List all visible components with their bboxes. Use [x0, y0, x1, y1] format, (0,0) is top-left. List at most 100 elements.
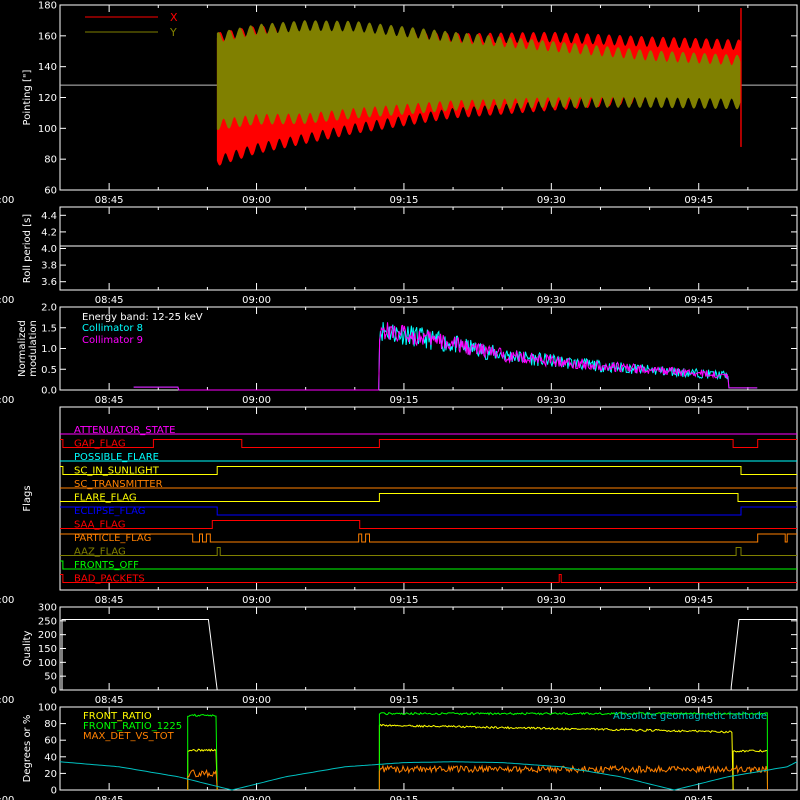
y-axis-label-line: modulation	[28, 320, 39, 377]
flag-trace-sc_in_sunlight	[60, 466, 797, 475]
x-tick-label: 10:00	[0, 295, 14, 306]
x-tick-label: 09:45	[684, 195, 713, 206]
series-max_det_vs_tot-segment	[187, 768, 218, 791]
series-front_ratio-segment	[187, 748, 218, 791]
y-axis-label-line: Normalized	[17, 320, 28, 377]
y-tick-label: 60	[44, 736, 57, 747]
x-tick-label: 09:45	[684, 795, 713, 800]
y-tick-label: 250	[38, 616, 57, 627]
panel-frame	[59, 406, 798, 591]
x-tick-label: 09:15	[390, 395, 419, 406]
y-tick-label: 80	[44, 155, 57, 166]
y-tick-label: 100	[38, 658, 57, 669]
x-tick-label: 09:00	[242, 695, 271, 706]
flag-label-fronts_off: FRONTS_OFF	[74, 560, 139, 571]
x-tick-label: 09:00	[242, 395, 271, 406]
legend-label-collimator-8: Collimator 8	[82, 323, 143, 334]
y-tick-label: 140	[38, 62, 57, 73]
legend-label-front_ratio_1225: FRONT_RATIO_1225	[83, 721, 182, 732]
x-tick-label: 09:00	[242, 595, 271, 606]
x-tick-label: 09:45	[684, 595, 713, 606]
y-tick-label: 100	[38, 124, 57, 135]
x-tick-label: 09:15	[390, 795, 419, 800]
x-tick-label: 09:30	[537, 195, 566, 206]
legend-label-collimator-9: Collimator 9	[82, 335, 143, 346]
x-tick-label: 10:00	[0, 695, 14, 706]
x-tick-label: 09:30	[537, 595, 566, 606]
x-tick-label: 09:30	[537, 295, 566, 306]
legend-label-max_det_vs_tot: MAX_DET_VS_TOT	[83, 731, 175, 742]
panel-1: 08:45 09:00 09:15 09:30 09:45 10:00 60 80 100 120…	[0, 1, 798, 206]
y-tick-label: 60	[44, 186, 57, 197]
legend-label-y: Y	[169, 26, 177, 39]
x-tick-label: 08:45	[95, 595, 124, 606]
flag-label-sc_in_sunlight: SC_IN_SUNLIGHT	[74, 466, 160, 477]
quality-trace	[60, 619, 797, 691]
x-tick-label: 10:00	[0, 795, 14, 800]
y-tick-label: 20	[44, 769, 57, 780]
panel-5: 08:45 09:00 09:15 09:30 09:45 10:00 0 50 100 150 2…	[0, 603, 798, 706]
y-tick-label: 3.6	[41, 277, 57, 288]
y-tick-label: 1.0	[41, 344, 57, 355]
flag-label-bad_packets: BAD_PACKETS	[74, 574, 145, 585]
x-tick-label: 09:45	[684, 695, 713, 706]
y-tick-label: 180	[38, 1, 57, 12]
series-absolute-geomagnetic-latitude	[59, 761, 798, 791]
series-front_ratio-segment	[732, 749, 768, 791]
series-collimator-9	[133, 322, 758, 391]
x-tick-label: 09:15	[390, 595, 419, 606]
y-tick-label: 3.8	[41, 261, 57, 272]
y-tick-label: 50	[44, 672, 57, 683]
panel-frame	[59, 206, 798, 291]
y-tick-label: 0.0	[41, 386, 57, 397]
flag-trace-gap_flag	[60, 439, 797, 448]
legend-label-absolute-geomagnetic-latitude: Absolute geomagnetic latitude	[613, 711, 767, 722]
x-tick-label: 08:45	[95, 795, 124, 800]
y-tick-label: 300	[38, 603, 57, 614]
flag-label-aaz_flag: AAZ_FLAG	[74, 547, 126, 558]
flag-label-possible_flare: POSSIBLE_FLARE	[74, 452, 159, 463]
y-tick-label: 150	[38, 644, 57, 655]
flag-label-eclipse_flag: ECLIPSE_FLAG	[74, 506, 145, 517]
x-tick-label: 10:00	[0, 195, 14, 206]
y-axis-label: Normalizedmodulation	[17, 320, 39, 377]
flag-trace-aaz_flag	[60, 547, 797, 556]
legend-label-x: X	[170, 11, 178, 24]
x-tick-label: 09:00	[242, 295, 271, 306]
x-tick-label: 08:45	[95, 395, 124, 406]
x-tick-label: 09:15	[390, 195, 419, 206]
series-front_ratio_1225-segment	[378, 711, 768, 791]
y-tick-label: 0	[51, 786, 57, 797]
y-tick-label: 40	[44, 752, 57, 763]
y-tick-label: 100	[38, 703, 57, 714]
y-axis-label: Quality	[22, 631, 33, 667]
y-tick-label: 4.4	[41, 211, 57, 222]
y-tick-label: 4.0	[41, 244, 57, 255]
y-tick-label: 2.0	[41, 303, 57, 314]
y-tick-label: 200	[38, 630, 57, 641]
y-axis-label: Degrees or %	[22, 715, 33, 783]
y-tick-label: 80	[44, 719, 57, 730]
y-tick-label: 160	[38, 31, 57, 42]
x-tick-label: 09:30	[537, 395, 566, 406]
legend-label-front_ratio: FRONT_RATIO	[83, 711, 152, 722]
x-tick-label: 09:00	[242, 195, 271, 206]
flag-label-gap_flag: GAP_FLAG	[74, 439, 126, 450]
energy-band-annotation: Energy band: 12-25 keV	[82, 312, 203, 323]
y-axis-label: Pointing ["]	[22, 69, 33, 125]
x-tick-label: 08:45	[95, 695, 124, 706]
x-tick-label: 09:30	[537, 795, 566, 800]
x-tick-label: 08:45	[95, 295, 124, 306]
y-axis-label: Flags	[22, 485, 33, 511]
flag-trace-flare_flag	[60, 493, 797, 502]
series-front_ratio-segment	[378, 723, 734, 791]
x-tick-label: 09:15	[390, 295, 419, 306]
flag-trace-eclipse_flag	[60, 506, 797, 516]
flag-label-particle_flag: PARTICLE_FLAG	[74, 533, 151, 544]
x-tick-label: 09:45	[684, 295, 713, 306]
panel-4: 08:45 09:00 09:15 09:30 09:45 10:00 Flags ATTEN…	[0, 406, 798, 606]
y-tick-label: 4.2	[41, 227, 57, 238]
series-collimator-8	[133, 322, 758, 391]
y-tick-label: 0	[51, 686, 57, 697]
